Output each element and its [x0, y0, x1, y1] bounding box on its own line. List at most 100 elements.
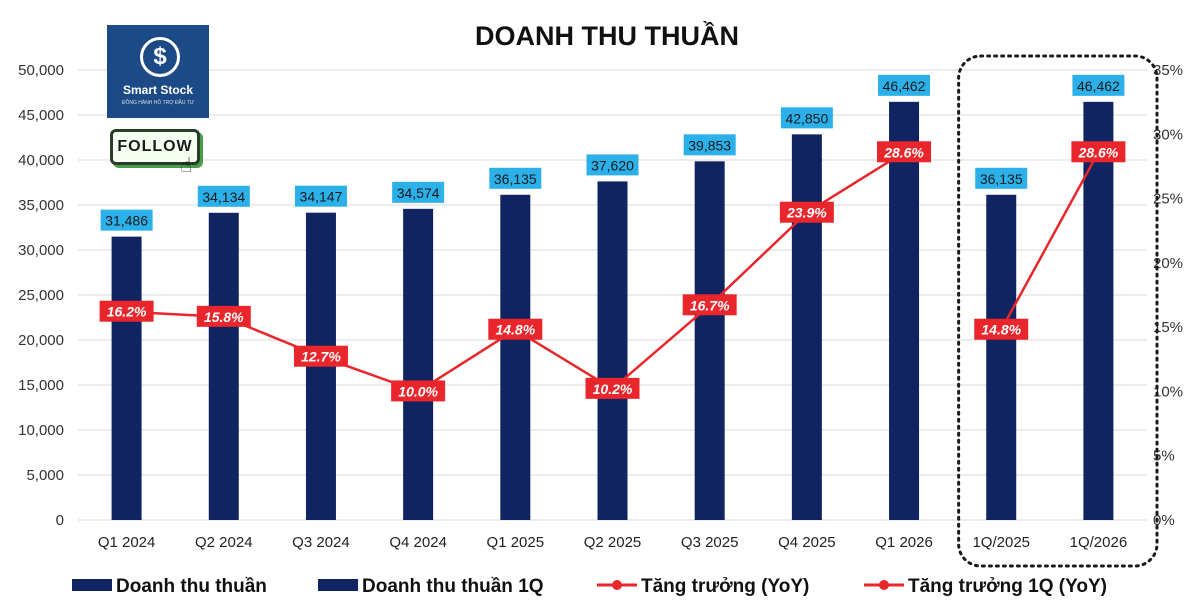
bar-value-label-text: 31,486: [105, 213, 148, 229]
bar: [986, 194, 1017, 520]
growth-value-label-bg: [391, 380, 446, 402]
bar-value-label: 37,620: [586, 154, 639, 176]
category-label: Q1 2024: [98, 534, 156, 551]
bar: [1083, 101, 1114, 520]
bar: [791, 134, 822, 520]
growth-value-label: 16.7%: [682, 294, 737, 316]
growth-value-label: 23.9%: [779, 201, 834, 223]
growth-value-label: 10.0%: [391, 380, 446, 402]
legend-swatch-dot: [879, 580, 889, 590]
growth-value-label: 14.8%: [488, 318, 543, 340]
bar-value-label: 34,134: [197, 185, 250, 207]
growth-value-label: 28.6%: [877, 141, 932, 163]
growth-value-label-bg: [293, 345, 348, 367]
growth-value-label-bg: [488, 318, 543, 340]
left-tick-label: 0: [56, 512, 64, 529]
smart-stock-logo[interactable]: $ Smart Stock ĐỒNG HÀNH HỖ TRỢ ĐẦU TƯ: [107, 25, 209, 118]
category-label: Q4 2025: [778, 534, 836, 551]
growth-value-label-bg: [682, 294, 737, 316]
left-tick-label: 50,000: [18, 62, 64, 79]
bar-value-label-text: 36,135: [980, 171, 1023, 187]
bar: [889, 101, 920, 520]
category-label: Q3 2024: [292, 534, 350, 551]
growth-value-label-bg: [99, 300, 154, 322]
legend-item: Tăng trưởng (YoY): [597, 576, 809, 597]
bar-value-label: 31,486: [100, 209, 153, 231]
growth-value-label-text: 14.8%: [495, 322, 535, 338]
category-label: 1Q/2025: [972, 534, 1030, 551]
logo-name: Smart Stock: [122, 83, 194, 97]
dollar-bulb-icon: $: [140, 37, 180, 77]
bar-value-label-bg: [100, 209, 153, 231]
bar-value-label-text: 34,574: [397, 185, 440, 201]
growth-value-label-bg: [196, 305, 251, 327]
bar: [208, 212, 239, 520]
logo-tagline: ĐỒNG HÀNH HỖ TRỢ ĐẦU TƯ: [121, 100, 195, 106]
bar-value-label-text: 37,620: [591, 157, 634, 173]
growth-value-label-text: 16.7%: [690, 297, 730, 313]
left-tick-label: 35,000: [18, 197, 64, 214]
growth-value-label-bg: [974, 318, 1029, 340]
category-label: Q3 2025: [681, 534, 739, 551]
growth-value-label: 10.2%: [585, 377, 640, 399]
bar-value-label: 34,147: [294, 185, 347, 207]
bar-value-label-text: 46,462: [883, 78, 926, 94]
bar-value-label-text: 36,135: [494, 171, 537, 187]
growth-value-label-text: 28.6%: [1078, 144, 1119, 160]
bar-value-label: 39,853: [683, 134, 736, 156]
growth-value-label: 16.2%: [99, 300, 154, 322]
growth-value-label-text: 16.2%: [107, 304, 147, 320]
bar-value-label-bg: [780, 107, 833, 129]
bar-value-label: 46,462: [878, 74, 931, 96]
growth-value-label-text: 15.8%: [204, 309, 244, 325]
bar-value-label: 36,135: [975, 167, 1028, 189]
growth-value-label: 12.7%: [293, 345, 348, 367]
right-tick-label: 25%: [1153, 191, 1183, 208]
category-label: Q2 2025: [584, 534, 642, 551]
growth-value-label: 28.6%: [1071, 141, 1126, 163]
right-tick-label: 30%: [1153, 126, 1183, 143]
growth-value-label: 14.8%: [974, 318, 1029, 340]
right-tick-label: 20%: [1153, 255, 1183, 272]
growth-value-label-bg: [779, 201, 834, 223]
bar-value-label-bg: [586, 154, 639, 176]
growth-value-label: 15.8%: [196, 305, 251, 327]
bar-value-label-bg: [294, 185, 347, 207]
growth-line: [1000, 151, 1100, 331]
bar-value-label-bg: [683, 134, 736, 156]
growth-value-label-text: 12.7%: [301, 349, 341, 365]
bar-value-label-bg: [197, 185, 250, 207]
legend-swatch-dot: [612, 580, 622, 590]
right-tick-label: 10%: [1153, 383, 1183, 400]
legend-label: Tăng trưởng 1Q (YoY): [908, 576, 1107, 597]
left-tick-label: 25,000: [18, 287, 64, 304]
left-tick-label: 40,000: [18, 152, 64, 169]
follow-button[interactable]: FOLLOW: [110, 129, 200, 165]
left-axis-ticks: 0 5,000 10,000 15,000 20,000 25,000 30,000 35,0…: [18, 62, 64, 529]
left-tick-label: 20,000: [18, 332, 64, 349]
legend: Doanh thu thuần Doanh thu thuần 1Q Tăng tr…: [72, 576, 1107, 597]
legend-swatch: [318, 579, 358, 591]
left-tick-label: 10,000: [18, 422, 64, 439]
legend-swatch: [72, 579, 112, 591]
left-tick-label: 15,000: [18, 377, 64, 394]
growth-value-label-text: 14.8%: [981, 322, 1021, 338]
category-label: Q1 2026: [875, 534, 933, 551]
bar-value-label: 34,574: [392, 181, 445, 203]
highlight-rect: [957, 54, 1159, 568]
hand-pointer-icon: ☝: [180, 155, 193, 177]
bar-value-label-bg: [1072, 74, 1125, 96]
legend-item: Tăng trưởng 1Q (YoY): [864, 576, 1107, 597]
category-label: Q2 2024: [195, 534, 253, 551]
bar: [597, 181, 628, 521]
right-tick-label: 35%: [1153, 62, 1183, 79]
category-label: Q4 2024: [389, 534, 447, 551]
legend-label: Doanh thu thuần: [116, 576, 267, 597]
growth-labels: 16.2% 15.8% 12.7% 10.0% 14.8% 10.2% 16.7% 23.9%…: [99, 141, 1126, 402]
legend-item: Doanh thu thuần 1Q: [318, 576, 544, 597]
category-label: Q1 2025: [487, 534, 545, 551]
growth-value-label-text: 10.0%: [398, 383, 438, 399]
legend-label: Tăng trưởng (YoY): [641, 576, 809, 597]
bar: [500, 194, 531, 520]
bar-value-label-bg: [489, 167, 542, 189]
